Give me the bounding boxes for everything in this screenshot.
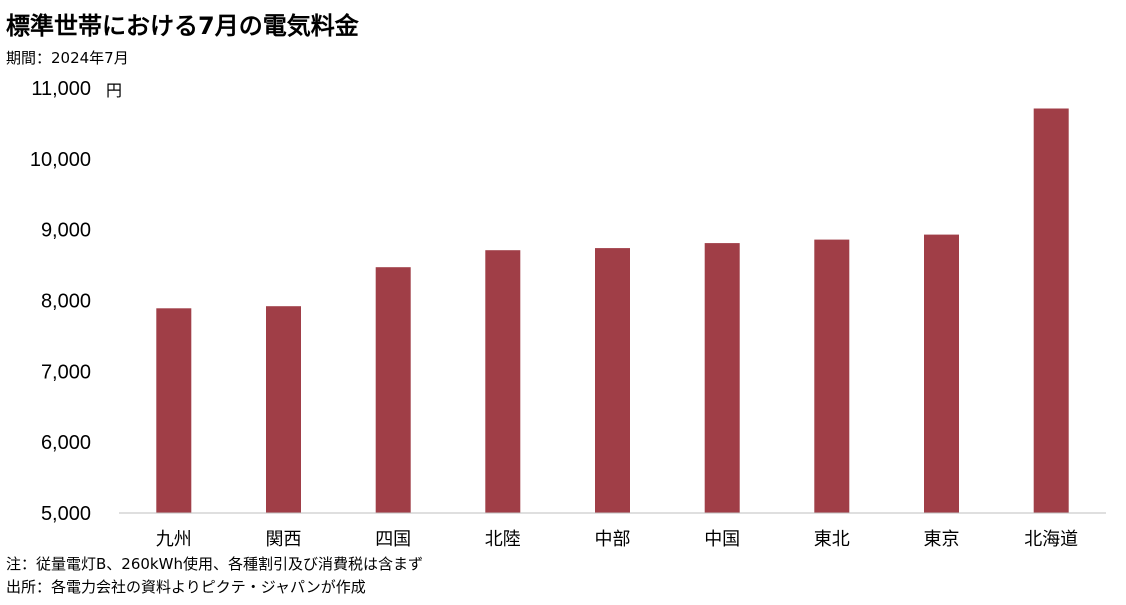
x-axis-ticks: 九州 関西 四国 北陸 中部 中国 東北 東京 北海道	[156, 529, 1078, 550]
bars-group	[156, 108, 1069, 513]
x-tick-label: 中部	[595, 529, 631, 550]
bar-九州	[156, 308, 192, 513]
x-tick-label: 北陸	[485, 529, 521, 550]
x-tick-label: 北海道	[1024, 529, 1078, 550]
y-tick-label: 8,000	[41, 291, 91, 313]
bar-東京	[924, 234, 959, 513]
y-axis-unit: 円	[106, 81, 123, 100]
bar-北陸	[485, 250, 521, 513]
y-tick-label: 7,000	[41, 361, 91, 383]
chart-subtitle: 期間：2024年7月	[6, 49, 129, 67]
x-tick-label: 四国	[375, 529, 411, 550]
footnote-source: 出所：各電力会社の資料よりピクテ・ジャパンが作成	[6, 578, 366, 596]
y-tick-label: 9,000	[41, 220, 91, 242]
y-tick-label: 11,000	[31, 78, 91, 100]
x-tick-label: 東京	[924, 529, 960, 550]
bar-中部	[595, 248, 630, 513]
bar-北海道	[1033, 108, 1069, 513]
chart-title: 標準世帯における7月の電気料金	[6, 12, 359, 40]
bar-東北	[814, 239, 850, 513]
y-tick-label: 6,000	[41, 432, 91, 454]
y-axis-ticks: 5,000 6,000 7,000 8,000 9,000 10,000 11,000	[30, 78, 91, 525]
bar-四国	[375, 267, 411, 513]
x-tick-label: 東北	[814, 529, 850, 550]
x-tick-label: 中国	[704, 529, 740, 550]
footnote-conditions: 注：従量電灯B、260kWh使用、各種割引及び消費税は含まず	[6, 555, 423, 573]
bar-中国	[704, 243, 740, 513]
x-tick-label: 関西	[266, 529, 302, 550]
bar-関西	[266, 306, 301, 513]
x-tick-label: 九州	[156, 529, 192, 550]
y-tick-label: 10,000	[30, 149, 91, 171]
y-tick-label: 5,000	[41, 503, 91, 525]
